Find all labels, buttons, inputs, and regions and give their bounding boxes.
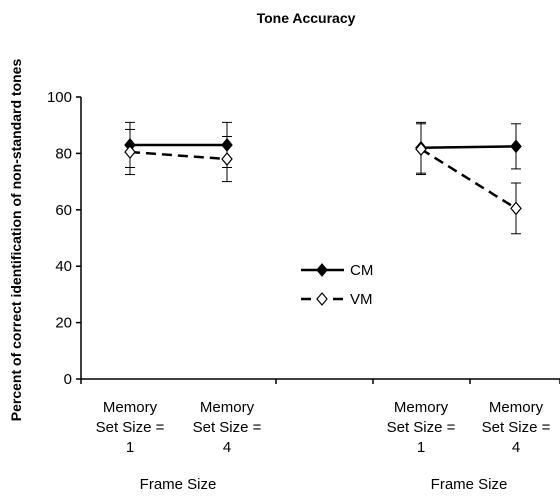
data-point-cm	[510, 139, 522, 154]
legend-marker-cm	[316, 263, 328, 277]
y-axis-label: Percent of correct identification of non…	[8, 59, 24, 422]
legend-label: VM	[350, 291, 373, 308]
data-point-vm	[510, 201, 522, 216]
data-point-vm	[124, 145, 136, 159]
chart-title: Tone Accuracy	[257, 10, 356, 26]
x-group-label: Frame Size	[431, 476, 508, 493]
x-category-label: Set Size =	[193, 419, 262, 436]
x-category-label: 4	[223, 439, 231, 456]
series-line-vm	[420, 148, 517, 210]
x-category-label: Set Size =	[387, 419, 456, 436]
legend-marker-vm	[316, 292, 328, 306]
series-line-cm	[420, 145, 517, 150]
y-tick-label: 20	[55, 315, 72, 332]
data-point-vm	[415, 142, 427, 157]
x-category-label: Memory	[489, 399, 544, 416]
x-category-label: Set Size =	[482, 419, 551, 436]
data-point-vm	[221, 152, 233, 166]
y-tick-label: 40	[55, 258, 72, 275]
legend-label: CM	[350, 262, 373, 279]
x-group-label: Frame Size	[140, 476, 217, 493]
x-category-label: 4	[512, 439, 520, 456]
x-category-label: Set Size =	[96, 419, 165, 436]
y-tick-label: 80	[55, 145, 72, 162]
x-category-label: Memory	[200, 399, 255, 416]
y-tick-label: 0	[64, 371, 72, 388]
x-category-label: Memory	[103, 399, 158, 416]
x-category-label: 1	[417, 439, 425, 456]
plot-area: 0 20 40 60 80 100 Memory Set Size = 1 Memory Set S…	[47, 89, 560, 493]
x-category-label: 1	[126, 439, 134, 456]
y-tick-label: 60	[55, 202, 72, 219]
x-category-label: Memory	[394, 399, 449, 416]
series-line-vm	[129, 150, 228, 161]
y-tick-label: 100	[47, 89, 72, 106]
